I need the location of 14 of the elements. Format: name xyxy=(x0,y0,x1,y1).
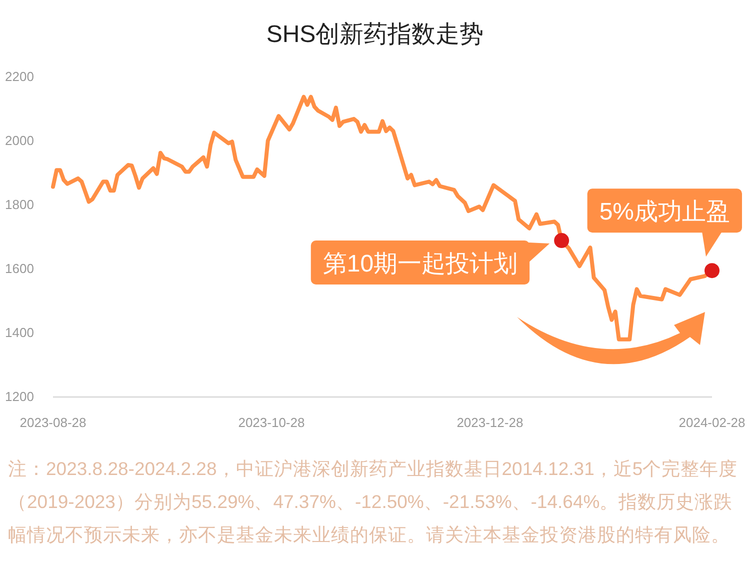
annotation: 5%成功止盈 xyxy=(599,198,730,226)
annotation: 第10期一起投计划 xyxy=(322,250,518,278)
y-tick-label: 1200 xyxy=(5,389,34,404)
x-tick-label: 2024-02-28 xyxy=(678,415,746,430)
x-tick-label: 2023-08-28 xyxy=(20,415,86,430)
y-tick-label: 1400 xyxy=(5,325,34,340)
y-tick-label: 1600 xyxy=(5,261,34,276)
x-tick-label: 2023-10-28 xyxy=(238,415,305,430)
y-tick-label: 2200 xyxy=(5,69,34,84)
text: 注：2023.8.28-2024.2.28，中证沪港深创新药产业指数基日2014.12.31，近5个完整年度（2019-2023）分别为55.29%、47.37%、-12.50%、-21.53%、-14.64%。指数历史涨跌幅情况不预示未来，亦不是基金未来业绩的保证。请关注本基金投资港股的特有风险。 xyxy=(8,457,739,547)
y-tick-label: 2000 xyxy=(5,133,34,148)
chart-title: SHS创新药指数走势 xyxy=(266,21,484,48)
y-tick-label: 1800 xyxy=(5,197,34,212)
x-tick-label: 2023-12-28 xyxy=(456,415,524,430)
